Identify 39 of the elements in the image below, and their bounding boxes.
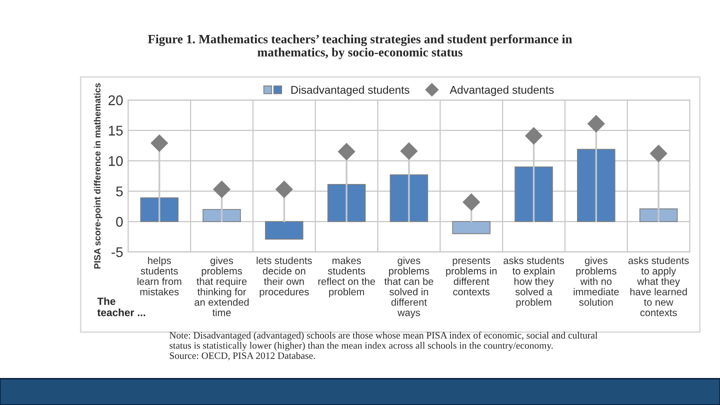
point (400, 142, 418, 160)
y-tick-label: 15 (108, 126, 123, 136)
x-tick-label: helps students learn from mistakes (138, 256, 182, 296)
bar (452, 221, 490, 234)
text: The teacher ... (97, 297, 146, 316)
legend-label: Disadvantaged students (291, 86, 410, 96)
y-axis-title: PISA score-point difference in mathematics (94, 83, 102, 269)
x-tick-label: asks students to explain how they solved a problem (504, 256, 564, 308)
bar (202, 208, 241, 222)
text: Note: Disadvantaged (advantaged) schools are those whose mean PISA index of economic, social and cultural status is statistically lower (higher) than the mean index across all schools in the country/economy. Source: OECD, PISA 2012 Database. (169, 332, 598, 360)
point (525, 127, 542, 144)
bar (140, 197, 178, 222)
point (338, 143, 356, 160)
y-tick-label: 20 (108, 95, 123, 106)
bar (639, 208, 678, 222)
legend-label: Advantaged students (450, 86, 554, 96)
point (150, 134, 168, 152)
point (588, 115, 605, 132)
x-tick-label: gives problems that require thinking for an extended time (194, 256, 249, 316)
y-tick-label: 0 (116, 216, 123, 227)
point (276, 180, 293, 198)
bar (514, 166, 553, 222)
bar (265, 221, 304, 240)
chart-title: Figure 1. Mathematics teachers’ teaching strategies and student performance in mathematics, by socio-economic status (148, 34, 572, 60)
x-tick-label: lets students decide on their own procedures (256, 256, 312, 298)
x-tick-label: makes students reflect on the problem (318, 256, 376, 298)
point (650, 144, 668, 162)
x-tick-label: asks students to apply what they have learned to new contexts (628, 256, 689, 316)
bar (390, 174, 428, 222)
x-tick-label: gives problems that can be solved in different ways (384, 256, 434, 318)
bar (577, 148, 616, 222)
point (462, 194, 480, 211)
bar (327, 184, 366, 222)
x-tick-label: presents problems in different contexts (446, 258, 497, 296)
point (213, 180, 230, 198)
y-tick-label: -5 (112, 247, 123, 258)
y-tick-label: 10 (108, 156, 123, 166)
y-tick-label: 5 (116, 186, 123, 196)
x-tick-label: gives problems with no immediate solution (574, 256, 619, 306)
